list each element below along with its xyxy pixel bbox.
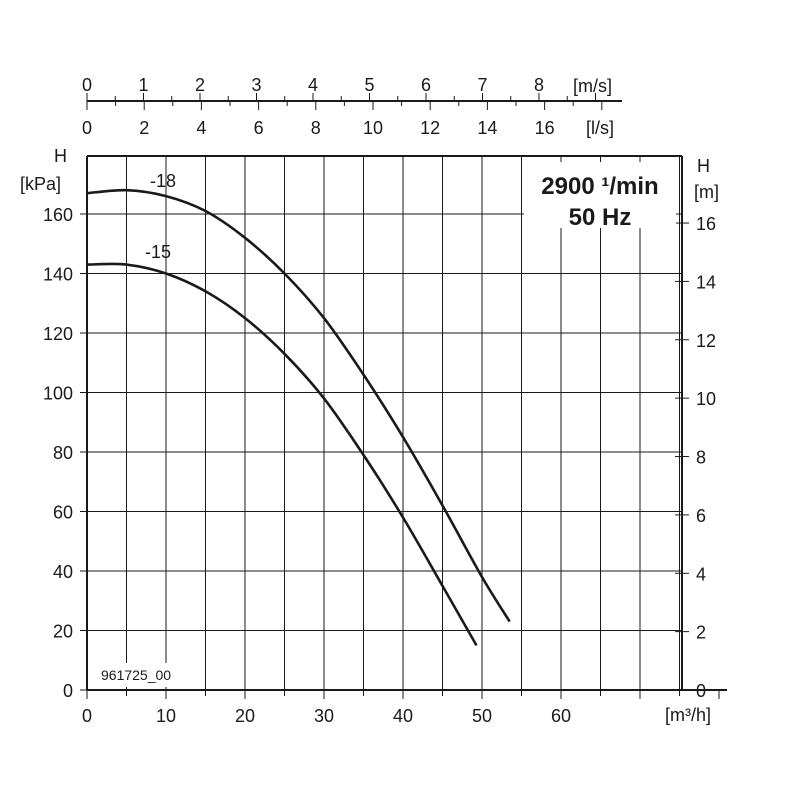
y-left-tick-label: 60: [53, 503, 73, 523]
top-velocity-tick-label: 3: [251, 75, 261, 95]
left-axis-title: H: [54, 146, 67, 166]
y-right-tick-label: 4: [696, 564, 706, 584]
plot-frame: [86, 155, 727, 691]
y-right-tick-label: 10: [696, 389, 716, 409]
top-axes: [m/s] [l/s]: [87, 76, 622, 138]
drawing-code-background: [98, 663, 190, 687]
right-axis-title: H: [697, 156, 710, 176]
curve-series-1: [86, 188, 511, 623]
x-tick-label: 30: [314, 706, 334, 726]
y-left-tick-label: 100: [43, 384, 73, 404]
series-label-15: -15: [145, 242, 171, 262]
top-flow-tick-label: 10: [363, 118, 383, 138]
axis-ticks: 0 10 20 30 40 50 60020406080100120140160024681…: [43, 75, 720, 726]
top-flow-tick-label: 8: [311, 118, 321, 138]
top-flow-tick-label: 12: [420, 118, 440, 138]
x-tick-label: 10: [156, 706, 176, 726]
drawing-code: 961725_00: [101, 667, 171, 683]
top-flow-tick-label: 6: [254, 118, 264, 138]
top-axis-flow-unit: [l/s]: [586, 118, 614, 138]
grid-lines: [87, 156, 682, 690]
y-left-tick-label: 40: [53, 562, 73, 582]
top-velocity-tick-label: 4: [308, 75, 318, 95]
x-tick-label: 0: [82, 706, 92, 726]
top-velocity-tick-label: 7: [477, 75, 487, 95]
top-velocity-tick-label: 0: [82, 75, 92, 95]
y-left-tick-label: 80: [53, 443, 73, 463]
top-axis-velocity-unit: [m/s]: [573, 76, 612, 96]
left-axis-unit: [kPa]: [20, 174, 61, 194]
top-flow-tick-label: 16: [535, 118, 555, 138]
y-left-tick-label: 120: [43, 324, 73, 344]
x-tick-label: 20: [235, 706, 255, 726]
y-left-tick-label: 140: [43, 265, 73, 285]
performance-curves: [86, 188, 511, 647]
y-right-tick-label: 8: [696, 448, 706, 468]
series-label-18: -18: [150, 171, 176, 191]
y-right-tick-label: 6: [696, 506, 706, 526]
speed-label: 2900 ¹/min: [541, 173, 658, 200]
curve-series-2: [86, 262, 478, 647]
x-tick-label: 50: [472, 706, 492, 726]
top-flow-tick-label: 2: [139, 118, 149, 138]
x-tick-label: 40: [393, 706, 413, 726]
top-velocity-tick-label: 5: [364, 75, 374, 95]
y-right-tick-label: 12: [696, 331, 716, 351]
y-right-tick-label: 0: [696, 681, 706, 701]
top-velocity-tick-label: 6: [421, 75, 431, 95]
top-flow-tick-label: 14: [477, 118, 497, 138]
y-right-tick-label: 14: [696, 272, 716, 292]
top-flow-tick-label: 4: [196, 118, 206, 138]
y-left-tick-label: 160: [43, 205, 73, 225]
right-axis-unit: [m]: [694, 182, 719, 202]
speed-label-background: [524, 162, 676, 228]
x-tick-label: 60: [551, 706, 571, 726]
x-axis-unit: [m³/h]: [665, 705, 711, 725]
y-right-tick-label: 2: [696, 623, 706, 643]
top-flow-tick-label: 0: [82, 118, 92, 138]
y-left-tick-label: 20: [53, 622, 73, 642]
top-velocity-tick-label: 2: [195, 75, 205, 95]
frequency-label: 50 Hz: [569, 204, 632, 231]
y-right-tick-label: 16: [696, 214, 716, 234]
y-left-tick-label: 0: [63, 681, 73, 701]
top-velocity-tick-label: 8: [534, 75, 544, 95]
top-velocity-tick-label: 1: [138, 75, 148, 95]
